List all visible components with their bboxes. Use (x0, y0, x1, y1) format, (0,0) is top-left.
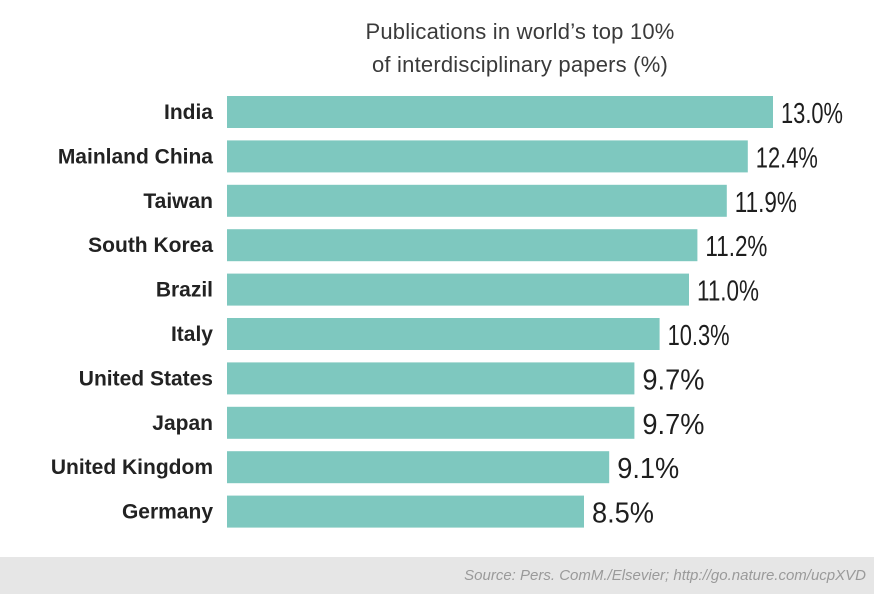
source-footer: Source: Pers. ComM./Elsevier; http://go.… (0, 557, 874, 594)
bar (227, 229, 698, 262)
value-label: 11.9% (735, 187, 797, 219)
bar (227, 140, 748, 173)
value-label: 10.3% (668, 320, 730, 352)
value-label: 9.7% (642, 364, 704, 396)
value-label: 9.7% (642, 409, 704, 441)
bar (227, 184, 727, 217)
category-label: South Korea (88, 234, 213, 257)
value-label: 12.4% (756, 142, 818, 174)
category-label: Japan (152, 412, 213, 435)
chart-title-line-1: Publications in world’s top 10% (365, 19, 675, 44)
value-label: 13.0% (781, 98, 843, 130)
category-label: Italy (171, 323, 213, 346)
category-label: Mainland China (58, 145, 213, 168)
bar (227, 273, 689, 306)
bar (227, 362, 635, 395)
category-label: India (164, 101, 213, 124)
category-label: Taiwan (143, 190, 213, 213)
bar-chart-svg: India 13.0% Mainland China 12.4% Taiwan 11.9%… (51, 96, 843, 530)
category-label: Brazil (156, 279, 213, 302)
bar (227, 406, 635, 439)
bar (227, 495, 584, 528)
chart-title-line-2: of interdisciplinary papers (%) (372, 52, 668, 77)
value-label: 9.1% (617, 453, 679, 485)
source-note: Source: Pers. ComM./Elsevier; http://go.… (464, 567, 866, 584)
value-label: 8.5% (592, 498, 654, 530)
category-label: Germany (122, 501, 213, 524)
bar (227, 451, 610, 484)
category-label: United Kingdom (51, 456, 213, 479)
value-label: 11.0% (697, 276, 759, 308)
value-label: 11.2% (705, 231, 767, 263)
bar (227, 318, 660, 350)
bar (227, 96, 773, 128)
category-label: United States (79, 367, 213, 390)
